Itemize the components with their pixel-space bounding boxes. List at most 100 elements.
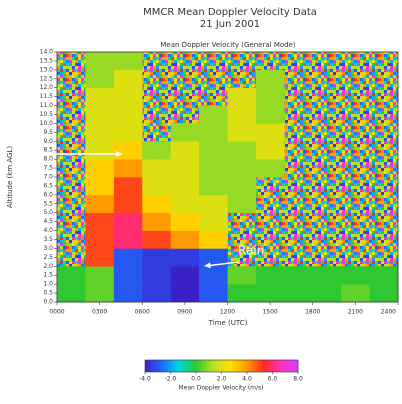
y-tick-label: 13.5 — [40, 57, 54, 64]
annotation-arrow — [205, 261, 239, 267]
heatmap-cell — [255, 266, 285, 285]
colorbar-swatch — [252, 360, 255, 372]
heatmap-cell — [85, 159, 115, 178]
colorbar-swatch — [262, 360, 266, 372]
heatmap-cell — [199, 177, 228, 196]
heatmap-cell — [85, 177, 115, 196]
y-tick-label: 4.0 — [43, 227, 53, 234]
heatmap-cell — [142, 230, 171, 249]
colorbar-swatch — [269, 360, 273, 372]
plot-title: Mean Doppler Velocity (General Mode) — [160, 41, 296, 49]
heatmap-cell — [170, 123, 200, 142]
heatmap-cell — [199, 123, 228, 142]
x-tick-label: 0300 — [92, 309, 107, 316]
heatmap-cell — [369, 266, 399, 285]
heatmap-cell — [255, 123, 285, 142]
heatmap-cell — [255, 284, 285, 303]
y-tick-label: 10.5 — [40, 111, 54, 118]
colorbar-swatch — [196, 360, 199, 372]
heatmap-cell — [85, 52, 115, 71]
colorbar-swatch — [185, 360, 189, 372]
colorbar-swatch — [150, 360, 153, 372]
heatmap-cell — [57, 284, 86, 303]
heatmap-cell — [85, 248, 115, 267]
heatmap-cell — [142, 194, 171, 214]
colorbar-swatch — [257, 360, 261, 372]
colorbar-swatch — [236, 360, 240, 372]
x-tick-label: 0000 — [49, 309, 64, 316]
colorbar-swatch — [180, 360, 184, 372]
heatmap-cell — [142, 212, 171, 231]
heatmap-cell — [227, 141, 257, 160]
y-tick-label: 11.0 — [40, 102, 54, 109]
heatmap-cell — [284, 284, 314, 303]
y-tick-label: 14.0 — [40, 49, 54, 56]
colorbar-swatch — [259, 360, 263, 372]
colorbar-swatch — [155, 360, 159, 372]
y-tick-label: 3.0 — [43, 245, 53, 252]
colorbar-tick-label: 2.0 — [217, 376, 227, 383]
y-tick-label: 1.5 — [43, 272, 53, 279]
heatmap-cell — [85, 69, 115, 89]
colorbar-label: Mean Doppler Velocity (m/s) — [178, 385, 263, 392]
colorbar-swatch — [190, 360, 194, 372]
heatmap-cell — [199, 230, 228, 249]
colorbar-swatch — [170, 360, 174, 372]
y-tick-label: 11.5 — [40, 93, 54, 100]
colorbar-swatch — [165, 360, 169, 372]
y-tick-label: 5.0 — [43, 209, 53, 216]
y-tick-label: 2.0 — [43, 263, 53, 270]
heatmap-cell — [142, 248, 171, 267]
y-tick-label: 1.0 — [43, 281, 53, 288]
colorbar-swatch — [234, 360, 238, 372]
heatmap-cell — [113, 87, 143, 106]
colorbar-swatch — [147, 360, 151, 372]
heatmap-cell — [113, 52, 143, 71]
heatmap-cell — [113, 248, 143, 267]
colorbar-swatch — [160, 360, 164, 372]
x-tick-label: 2100 — [348, 309, 363, 316]
colorbar-swatch — [249, 360, 253, 372]
heatmap-cell — [227, 105, 257, 124]
y-tick-label: 9.5 — [43, 129, 53, 136]
x-tick-label: 1800 — [305, 309, 320, 316]
colorbar-swatch — [267, 360, 271, 372]
heatmap-cell — [113, 194, 143, 214]
heatmap-cell — [255, 69, 285, 89]
colorbar-swatch — [285, 360, 289, 372]
heatmap-cell — [255, 159, 285, 178]
chart-subtitle: 21 Jun 2001 — [200, 19, 260, 30]
heatmap-cell — [142, 284, 171, 303]
colorbar-swatch — [241, 360, 245, 372]
colorbar-swatch — [208, 360, 212, 372]
heatmap-cell — [113, 141, 143, 160]
heatmap-cell — [113, 212, 143, 231]
colorbar-swatch — [152, 360, 156, 372]
colorbar-swatch — [213, 360, 217, 372]
colorbar-tick-label: -2.0 — [165, 376, 177, 383]
colorbar-swatch — [275, 360, 278, 372]
heatmap-cell — [142, 266, 171, 285]
arrowhead — [204, 262, 211, 269]
colorbar-swatch — [292, 360, 296, 372]
heatmap-cell — [85, 212, 115, 231]
heatmap-cell — [312, 266, 342, 285]
y-axis-label: Altitude (km AGL) — [6, 146, 14, 208]
heatmap-cell — [113, 177, 143, 196]
heatmap-cell — [312, 284, 342, 303]
colorbar-swatch — [162, 360, 166, 372]
heatmap-cell — [369, 284, 399, 303]
colorbar-swatch — [224, 360, 227, 372]
colorbar-swatch — [272, 360, 276, 372]
x-tick-label: 1500 — [262, 309, 277, 316]
heatmap-cell — [113, 123, 143, 142]
heatmap-cell — [255, 105, 285, 124]
heatmap-cell — [142, 159, 171, 178]
chart-title: MMCR Mean Doppler Velocity Data — [143, 7, 317, 18]
y-tick-label: 2.5 — [43, 254, 53, 261]
annotation: Cloud — [18, 143, 52, 157]
y-tick-label: 8.0 — [43, 156, 53, 163]
y-tick-label: 4.5 — [43, 218, 53, 225]
heatmap-cell — [255, 141, 285, 160]
x-tick-label: 0900 — [177, 309, 192, 316]
